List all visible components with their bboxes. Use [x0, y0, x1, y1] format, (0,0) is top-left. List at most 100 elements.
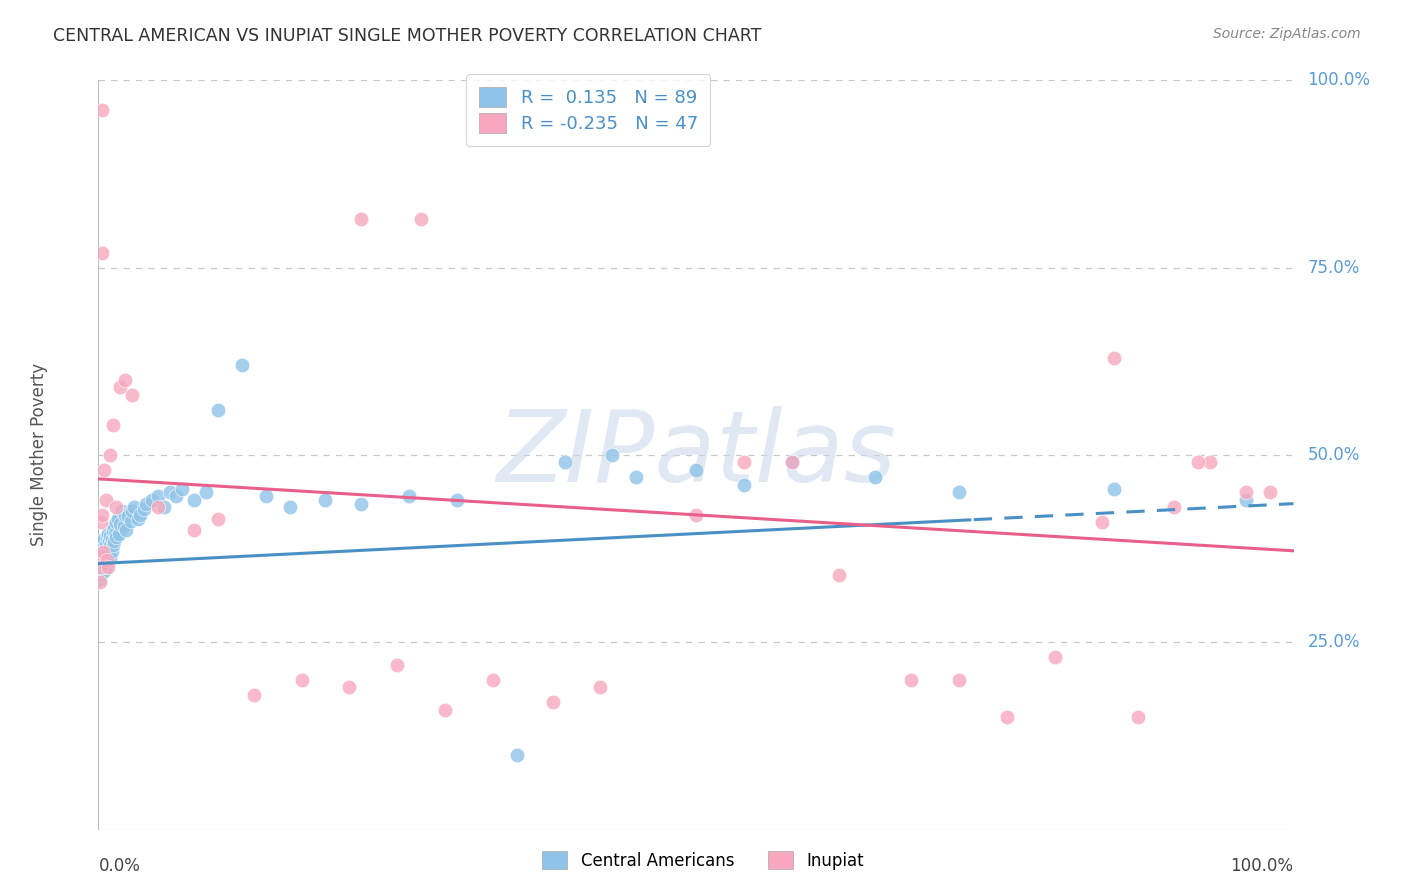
- Point: [93, 463, 115, 477]
- Point: [506, 747, 529, 762]
- Point: [96, 557, 118, 571]
- Point: [91, 541, 114, 556]
- Point: [107, 526, 129, 541]
- Point: [98, 448, 122, 462]
- Point: [554, 455, 576, 469]
- Point: [91, 534, 114, 549]
- Point: [91, 534, 114, 549]
- Point: [195, 485, 218, 500]
- Point: [101, 524, 124, 539]
- Point: [481, 673, 505, 687]
- Point: [89, 549, 111, 563]
- Point: [91, 245, 114, 260]
- Point: [385, 657, 409, 672]
- Text: 75.0%: 75.0%: [1308, 259, 1360, 277]
- Point: [291, 673, 314, 687]
- Point: [183, 492, 205, 507]
- Text: ZIPatlas: ZIPatlas: [496, 407, 896, 503]
- Point: [1043, 650, 1066, 665]
- Point: [101, 417, 124, 432]
- Point: [207, 511, 229, 525]
- Point: [398, 489, 420, 503]
- Point: [91, 539, 114, 553]
- Point: [98, 539, 122, 553]
- Text: Source: ZipAtlas.com: Source: ZipAtlas.com: [1213, 27, 1361, 41]
- Point: [733, 478, 755, 492]
- Point: [98, 529, 122, 543]
- Point: [1234, 485, 1257, 500]
- Point: [165, 489, 187, 503]
- Point: [135, 497, 157, 511]
- Text: CENTRAL AMERICAN VS INUPIAT SINGLE MOTHER POVERTY CORRELATION CHART: CENTRAL AMERICAN VS INUPIAT SINGLE MOTHE…: [53, 27, 762, 45]
- Point: [411, 211, 433, 226]
- Point: [159, 485, 181, 500]
- Point: [94, 560, 117, 574]
- Point: [103, 519, 125, 533]
- Point: [90, 545, 112, 559]
- Point: [89, 557, 111, 571]
- Point: [434, 703, 457, 717]
- Point: [101, 538, 124, 552]
- Point: [91, 508, 114, 522]
- Text: 100.0%: 100.0%: [1308, 71, 1371, 89]
- Point: [105, 530, 128, 544]
- Point: [90, 516, 112, 530]
- Point: [231, 358, 253, 372]
- Point: [90, 560, 112, 574]
- Point: [900, 673, 922, 687]
- Text: Single Mother Poverty: Single Mother Poverty: [30, 363, 48, 547]
- Point: [91, 553, 114, 567]
- Point: [1104, 351, 1126, 365]
- Point: [104, 526, 127, 541]
- Point: [91, 549, 114, 563]
- Text: 50.0%: 50.0%: [1308, 446, 1360, 464]
- Point: [446, 492, 468, 507]
- Point: [108, 380, 131, 394]
- Point: [89, 575, 111, 590]
- Point: [98, 551, 122, 566]
- Point: [1104, 482, 1126, 496]
- Point: [91, 103, 114, 118]
- Point: [278, 500, 301, 515]
- Text: 100.0%: 100.0%: [1230, 857, 1294, 875]
- Point: [114, 508, 136, 522]
- Legend: R =  0.135   N = 89, R = -0.235   N = 47: R = 0.135 N = 89, R = -0.235 N = 47: [467, 74, 710, 145]
- Point: [780, 455, 803, 469]
- Point: [93, 532, 115, 546]
- Point: [89, 545, 111, 559]
- Point: [117, 509, 139, 524]
- Point: [97, 541, 120, 556]
- Point: [112, 519, 135, 533]
- Point: [207, 403, 229, 417]
- Point: [1258, 485, 1281, 500]
- Point: [89, 564, 111, 578]
- Point: [141, 492, 163, 507]
- Point: [100, 544, 122, 558]
- Point: [948, 485, 970, 500]
- Point: [98, 547, 121, 561]
- Point: [589, 680, 612, 694]
- Point: [105, 500, 128, 515]
- Point: [90, 557, 112, 571]
- Point: [91, 564, 114, 578]
- Point: [98, 534, 121, 549]
- Point: [733, 455, 755, 469]
- Point: [780, 455, 803, 469]
- Text: 0.0%: 0.0%: [98, 857, 141, 875]
- Point: [94, 538, 117, 552]
- Point: [350, 497, 373, 511]
- Point: [114, 373, 136, 387]
- Point: [100, 532, 122, 546]
- Point: [948, 673, 970, 687]
- Point: [1128, 710, 1150, 724]
- Point: [96, 545, 118, 559]
- Point: [626, 470, 648, 484]
- Point: [94, 492, 117, 507]
- Point: [124, 500, 146, 515]
- Point: [541, 695, 564, 709]
- Point: [121, 388, 143, 402]
- Point: [1091, 516, 1114, 530]
- Point: [129, 508, 152, 522]
- Point: [90, 567, 112, 582]
- Point: [315, 492, 337, 507]
